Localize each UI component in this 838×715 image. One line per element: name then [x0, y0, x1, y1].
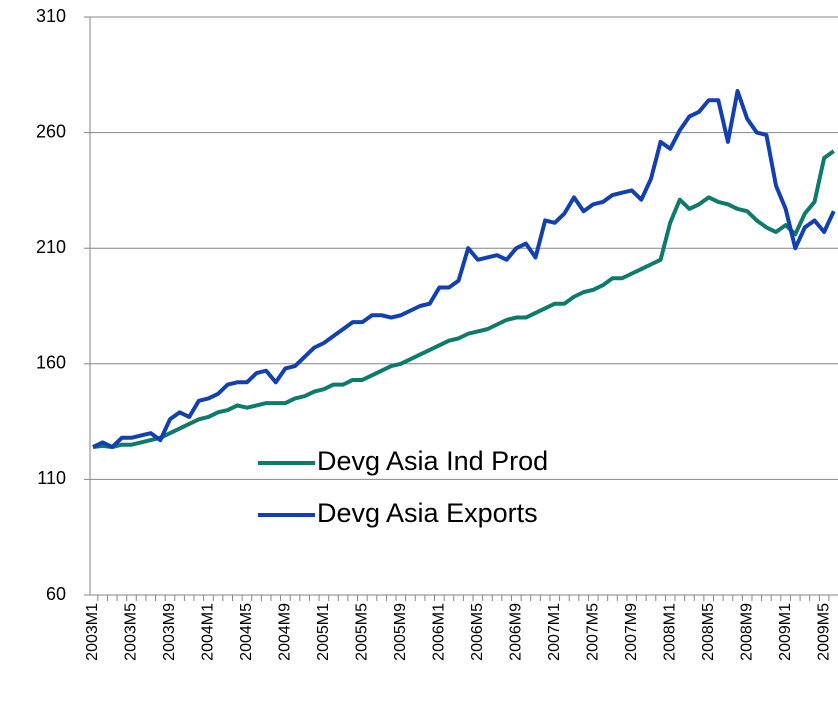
x-tick-label: 2006M1	[431, 603, 448, 661]
y-tick-label: 260	[36, 121, 66, 141]
x-tick-label: 2006M9	[507, 603, 524, 661]
x-tick-label: 2008M9	[738, 603, 755, 661]
y-tick-label: 310	[36, 6, 66, 26]
x-tick-label: 2005M5	[354, 603, 371, 661]
x-tick-label: 2009M1	[777, 603, 794, 661]
x-tick-label: 2006M5	[469, 603, 486, 661]
x-tick-label: 2007M1	[546, 603, 563, 661]
x-tick-label: 2004M5	[238, 603, 255, 661]
x-tick-label: 2009M5	[815, 603, 832, 661]
series-line	[92, 88, 836, 450]
x-tick-label: 2003M9	[161, 603, 178, 661]
x-tick-label: 2003M1	[84, 603, 101, 661]
x-tick-label: 2004M1	[200, 603, 217, 661]
x-tick-label: 2005M1	[315, 603, 332, 661]
y-tick-label: 60	[46, 584, 66, 604]
series-line	[92, 149, 835, 450]
x-tick-label: 2005M9	[392, 603, 409, 661]
x-tick-label: 2004M9	[277, 603, 294, 661]
y-tick-label: 110	[37, 468, 66, 488]
y-tick-label: 160	[36, 353, 66, 373]
legend-label: Devg Asia Exports	[317, 498, 538, 528]
x-tick-label: 2003M5	[123, 603, 140, 661]
x-tick-label: 2008M1	[661, 603, 678, 661]
y-tick-label: 210	[36, 237, 66, 257]
x-tick-label: 2008M5	[700, 603, 717, 661]
x-tick-label: 2007M5	[584, 603, 601, 661]
legend-label: Devg Asia Ind Prod	[317, 446, 548, 476]
x-tick-label: 2007M9	[623, 603, 640, 661]
